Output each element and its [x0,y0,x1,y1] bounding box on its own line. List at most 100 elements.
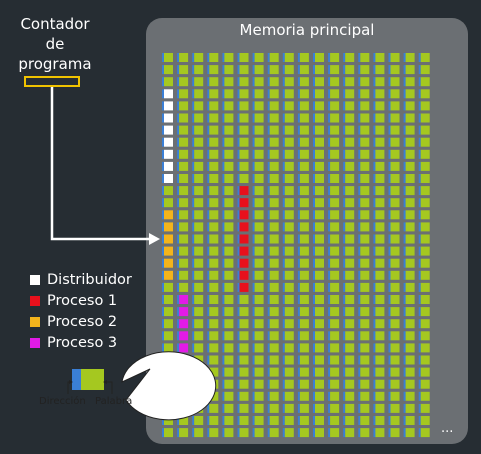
memory-cell [315,391,324,401]
memory-cell [239,137,249,147]
memory-cell [224,246,234,256]
memory-cell-address [252,113,255,123]
memory-cell-address [192,101,195,111]
memory-cell [224,403,234,413]
memory-cell [405,319,415,329]
memory-cell [194,307,204,317]
memory-cell-address [282,403,285,413]
memory-cell-address [388,174,391,183]
memory-cell [254,428,264,438]
memory-cell [315,101,324,111]
memory-cell [360,307,370,317]
memory-cell-address [222,403,225,413]
memory-cell [239,331,249,341]
memory-cell [179,161,189,171]
memory-cell [420,161,430,171]
memory-cell [284,379,294,389]
memory-cell [224,53,234,62]
memory-cell-address [388,149,391,159]
memory-cell [405,137,415,147]
memory-cell-address [373,222,376,232]
memory-cell-address [267,355,270,365]
memory-cell-address [297,379,300,389]
memory-cell-address [207,161,210,171]
memory-cell-address [343,113,346,123]
memory-cell-address [388,210,391,220]
memory-cell-address [328,174,331,183]
memory-cell [209,355,219,365]
memory-cell-address [358,161,361,171]
memory-cell [284,101,294,111]
memory-cell [179,258,189,268]
memory-cell-address [237,367,240,377]
memory-cell [390,367,400,377]
memory-cell-address [222,416,225,425]
memory-cell-address [177,77,180,87]
memory-cell [179,246,189,256]
memory-cell [390,222,400,232]
memory-cell [420,258,430,268]
memory-cell-address [297,65,300,75]
memory-cell [164,270,173,280]
memory-cell-address [297,403,300,413]
memory-cell-address [237,113,240,123]
memory-cell-address [162,174,164,183]
memory-cell-address [207,295,210,304]
memory-cell [209,210,219,220]
memory-cell-address [418,89,421,99]
memory-cell [375,174,385,183]
memory-cell [194,149,204,159]
memory-cell-address [418,416,421,425]
memory-cell-address [222,65,225,75]
memory-cell [330,258,340,268]
memory-cell [390,161,400,171]
memory-cell-address [252,343,255,353]
memory-cell-address [162,53,164,62]
memory-cell [269,307,279,317]
memory-cell [405,367,415,377]
memory-cell-address [358,282,361,292]
memory-cell-address [177,137,180,147]
memory-cell-address [313,149,315,159]
memory-cell [239,161,249,171]
memory-cell [360,137,370,147]
memory-cell-address [343,65,346,75]
memory-cell-address [267,234,270,244]
memory-cell-address [418,53,421,62]
memory-cell [315,367,324,377]
program-counter-box [24,76,80,87]
memory-cell-address [177,89,180,99]
memory-cell [330,222,340,232]
memory-cell-address [403,89,406,99]
memory-cell [224,307,234,317]
memory-cell-address [358,65,361,75]
memory-cell [420,331,430,341]
memory-cell-address [388,137,391,147]
memory-cell [194,186,204,196]
memory-cell [405,186,415,196]
memory-cell [224,125,234,135]
memory-cell-address [177,174,180,183]
memory-cell-address [373,174,376,183]
memory-cell [254,403,264,413]
memory-cell-address [313,319,315,329]
memory-cell-address [358,234,361,244]
legend-label-proceso-3: Proceso 3 [47,334,118,351]
memory-cell-address [373,113,376,123]
memory-cell-address [328,65,331,75]
memory-cell-address [267,282,270,292]
memory-cell [360,355,370,365]
memory-cell-address [403,222,406,232]
memory-cell [254,416,264,425]
memory-cell [164,282,173,292]
memory-cell-address [343,391,346,401]
memory-cell [239,367,249,377]
memory-cell-address [282,246,285,256]
memory-cell [405,355,415,365]
memory-cell-address [343,331,346,341]
memory-cell [164,65,173,75]
memory-cell [299,65,309,75]
memory-cell-address [162,319,164,329]
memory-cell-address [177,295,180,304]
memory-cell-address [388,295,391,304]
